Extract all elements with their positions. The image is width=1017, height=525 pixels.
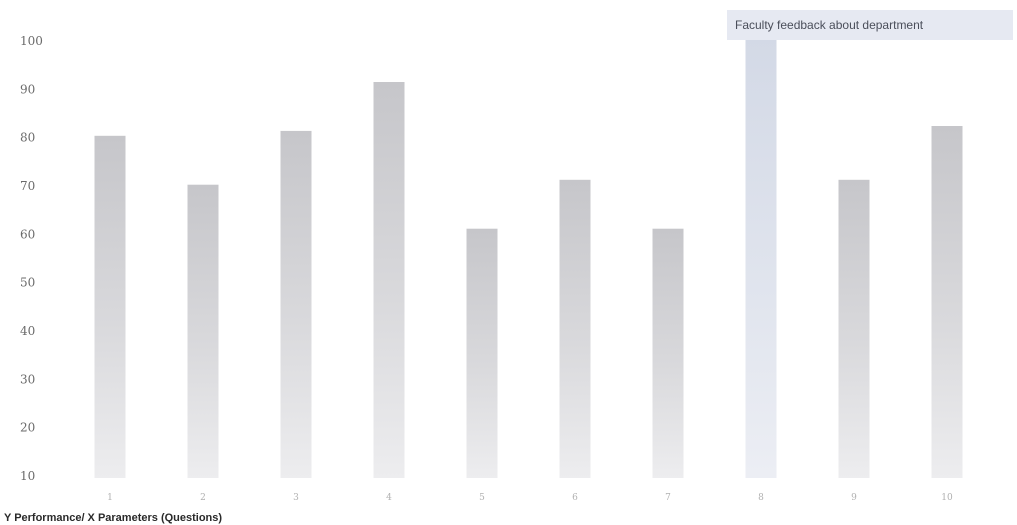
bar [931,126,963,478]
y-tick-label: 90 [20,82,35,96]
x-tick-label: 3 [293,493,299,503]
y-tick-label: 100 [20,34,43,48]
y-tick-label: 70 [20,179,35,193]
x-axis-label: Y Performance/ X Parameters (Questions) [4,512,222,524]
y-tick-label: 80 [20,131,35,145]
chart-title: Faculty feedback about department [735,18,924,32]
x-tick-label: 10 [941,493,953,503]
x-tick-label: 1 [107,493,113,503]
y-tick-label: 10 [20,469,35,483]
bar [187,184,219,478]
bar [745,38,777,478]
bar [466,228,498,478]
bar [838,179,870,479]
x-tick-label: 9 [851,493,857,503]
chart-title-background [727,10,1013,40]
y-axis-tick-labels: 100 90 80 70 60 50 40 30 20 10 [20,34,43,483]
bar [94,135,126,479]
x-tick-label: 4 [386,493,392,503]
bar [373,82,405,478]
y-tick-label: 30 [20,372,35,386]
x-tick-label: 6 [572,493,578,503]
x-axis-tick-labels: 1 2 3 4 5 6 7 8 9 10 [107,493,953,503]
x-tick-label: 7 [665,493,671,503]
y-tick-label: 60 [20,227,35,241]
y-tick-label: 50 [20,276,35,290]
bar [280,130,312,478]
y-tick-label: 40 [20,324,35,338]
x-tick-label: 2 [200,493,206,503]
bar-series [94,38,963,479]
chart-title-box: Faculty feedback about department [727,10,1013,40]
bar [652,228,684,478]
x-tick-label: 5 [479,493,485,503]
bar [559,179,591,479]
y-tick-label: 20 [20,421,35,435]
x-tick-label: 8 [758,493,764,503]
